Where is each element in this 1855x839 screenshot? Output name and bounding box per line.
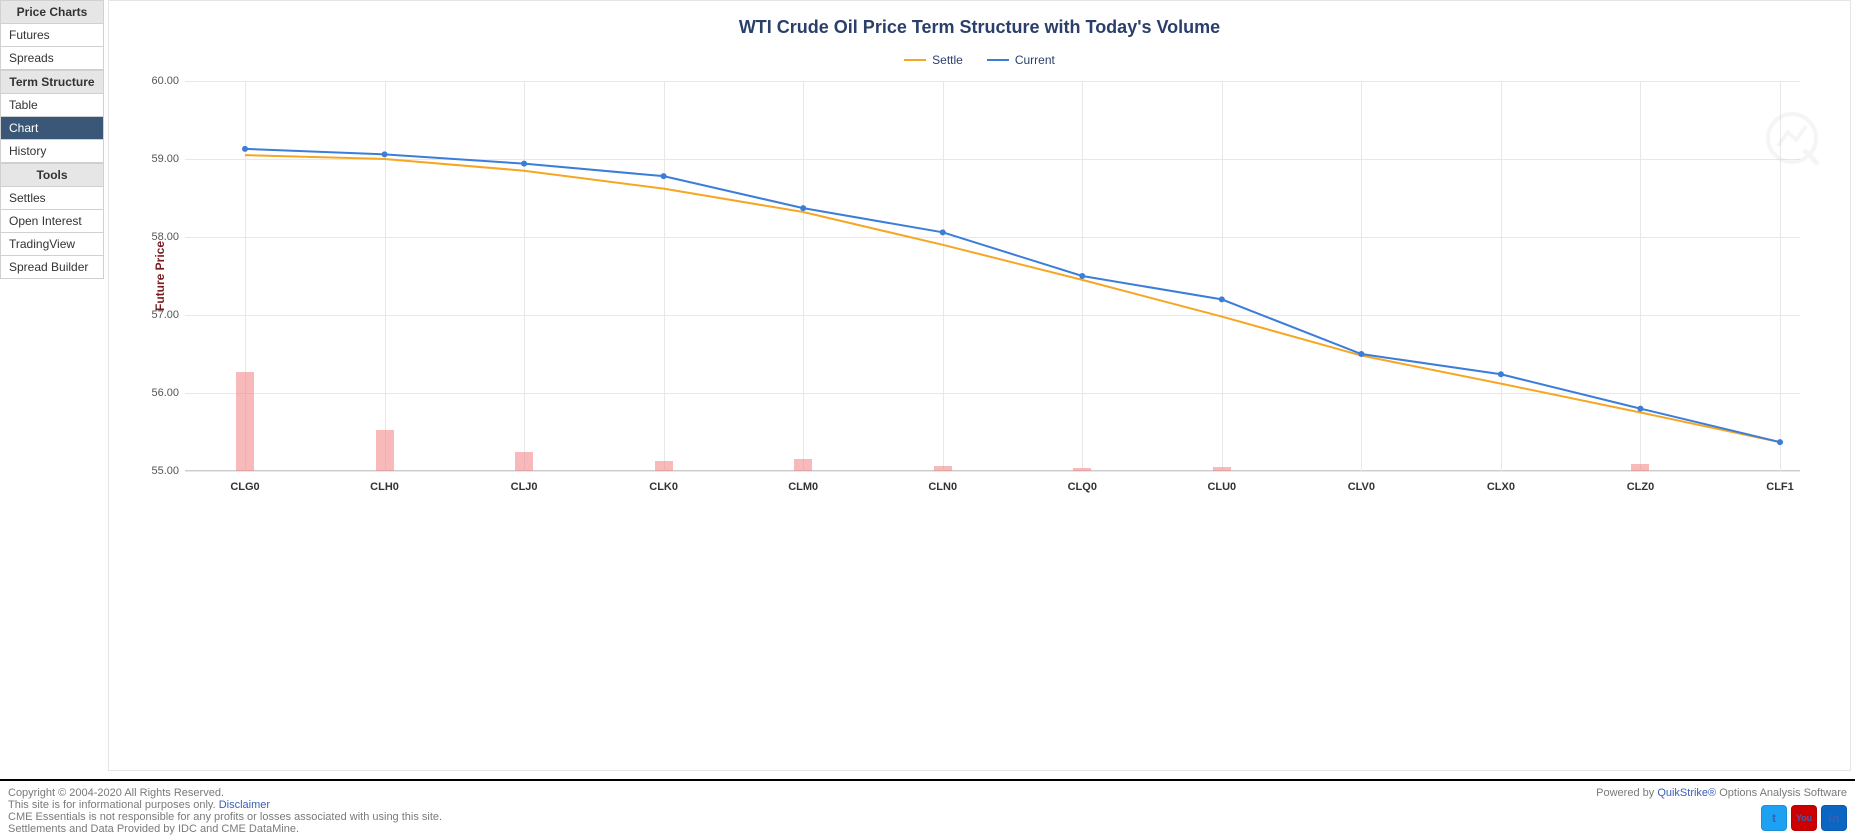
series-marker <box>1079 273 1085 279</box>
x-tick-label: CLQ0 <box>1068 481 1097 493</box>
sidebar-item-history[interactable]: History <box>0 140 104 163</box>
legend-label: Current <box>1015 53 1055 67</box>
y-tick-label: 55.00 <box>139 465 179 477</box>
x-tick-label: CLV0 <box>1348 481 1375 493</box>
series-marker <box>661 173 667 179</box>
disclaimer-link[interactable]: Disclaimer <box>219 799 270 811</box>
sidebar-item-tradingview[interactable]: TradingView <box>0 233 104 256</box>
x-tick-label: CLF1 <box>1766 481 1794 493</box>
legend-swatch <box>904 59 926 61</box>
x-tick-label: CLK0 <box>649 481 678 493</box>
series-marker <box>1219 296 1225 302</box>
gridline-h <box>185 471 1800 472</box>
chart-legend: Settle Current <box>129 50 1830 67</box>
x-tick-label: CLZ0 <box>1627 481 1655 493</box>
sidebar-section-header: Tools <box>0 163 104 187</box>
x-tick-label: CLH0 <box>370 481 399 493</box>
social-links: t You in <box>1761 805 1847 831</box>
x-tick-label: CLG0 <box>230 481 259 493</box>
y-axis-label: Future Price <box>153 241 167 311</box>
twitter-icon[interactable]: t <box>1761 805 1787 831</box>
x-tick-label: CLN0 <box>928 481 957 493</box>
series-marker <box>940 229 946 235</box>
series-marker <box>521 161 527 167</box>
series-marker <box>800 205 806 211</box>
series-marker <box>242 146 248 152</box>
series-marker <box>1637 406 1643 412</box>
legend-swatch <box>987 59 1009 61</box>
legend-item-current[interactable]: Current <box>987 53 1055 67</box>
sidebar-section-header: Term Structure <box>0 70 104 94</box>
chart-lines-svg <box>185 81 1800 471</box>
footer-copyright: Copyright © 2004-2020 All Rights Reserve… <box>8 787 1847 799</box>
chart-plot-area: Future Price 55.0056.0057.0058.0059.0060… <box>185 81 1800 471</box>
youtube-icon[interactable]: You <box>1791 805 1817 831</box>
sidebar-item-spread-builder[interactable]: Spread Builder <box>0 256 104 279</box>
chart-title: WTI Crude Oil Price Term Structure with … <box>129 17 1830 38</box>
y-tick-label: 57.00 <box>139 309 179 321</box>
sidebar-item-chart[interactable]: Chart <box>0 117 104 140</box>
footer-data-source: Settlements and Data Provided by IDC and… <box>8 823 1847 835</box>
footer-powered-by: Powered by QuikStrike® Options Analysis … <box>1596 787 1847 799</box>
y-tick-label: 59.00 <box>139 153 179 165</box>
sidebar-item-open-interest[interactable]: Open Interest <box>0 210 104 233</box>
sidebar: Price ChartsFuturesSpreadsTerm Structure… <box>0 0 104 779</box>
x-tick-label: CLM0 <box>788 481 818 493</box>
sidebar-section-header: Price Charts <box>0 0 104 24</box>
series-line <box>245 149 1780 442</box>
x-tick-label: CLJ0 <box>511 481 538 493</box>
linkedin-icon[interactable]: in <box>1821 805 1847 831</box>
y-tick-label: 56.00 <box>139 387 179 399</box>
sidebar-item-futures[interactable]: Futures <box>0 24 104 47</box>
x-tick-label: CLU0 <box>1207 481 1236 493</box>
series-marker <box>1498 371 1504 377</box>
legend-label: Settle <box>932 53 963 67</box>
series-marker <box>1358 351 1364 357</box>
footer-info-line: This site is for informational purposes … <box>8 799 1847 811</box>
quikstrike-link[interactable]: QuikStrike® <box>1657 787 1716 799</box>
chart-panel: WTI Crude Oil Price Term Structure with … <box>108 0 1851 771</box>
sidebar-item-settles[interactable]: Settles <box>0 187 104 210</box>
sidebar-item-spreads[interactable]: Spreads <box>0 47 104 70</box>
sidebar-item-table[interactable]: Table <box>0 94 104 117</box>
x-tick-label: CLX0 <box>1487 481 1515 493</box>
y-tick-label: 60.00 <box>139 75 179 87</box>
y-tick-label: 58.00 <box>139 231 179 243</box>
series-line <box>245 155 1780 442</box>
series-marker <box>1777 439 1783 445</box>
page-footer: Copyright © 2004-2020 All Rights Reserve… <box>0 779 1855 839</box>
series-marker <box>382 151 388 157</box>
legend-item-settle[interactable]: Settle <box>904 53 963 67</box>
footer-liability: CME Essentials is not responsible for an… <box>8 811 1847 823</box>
watermark-icon <box>1760 106 1824 173</box>
